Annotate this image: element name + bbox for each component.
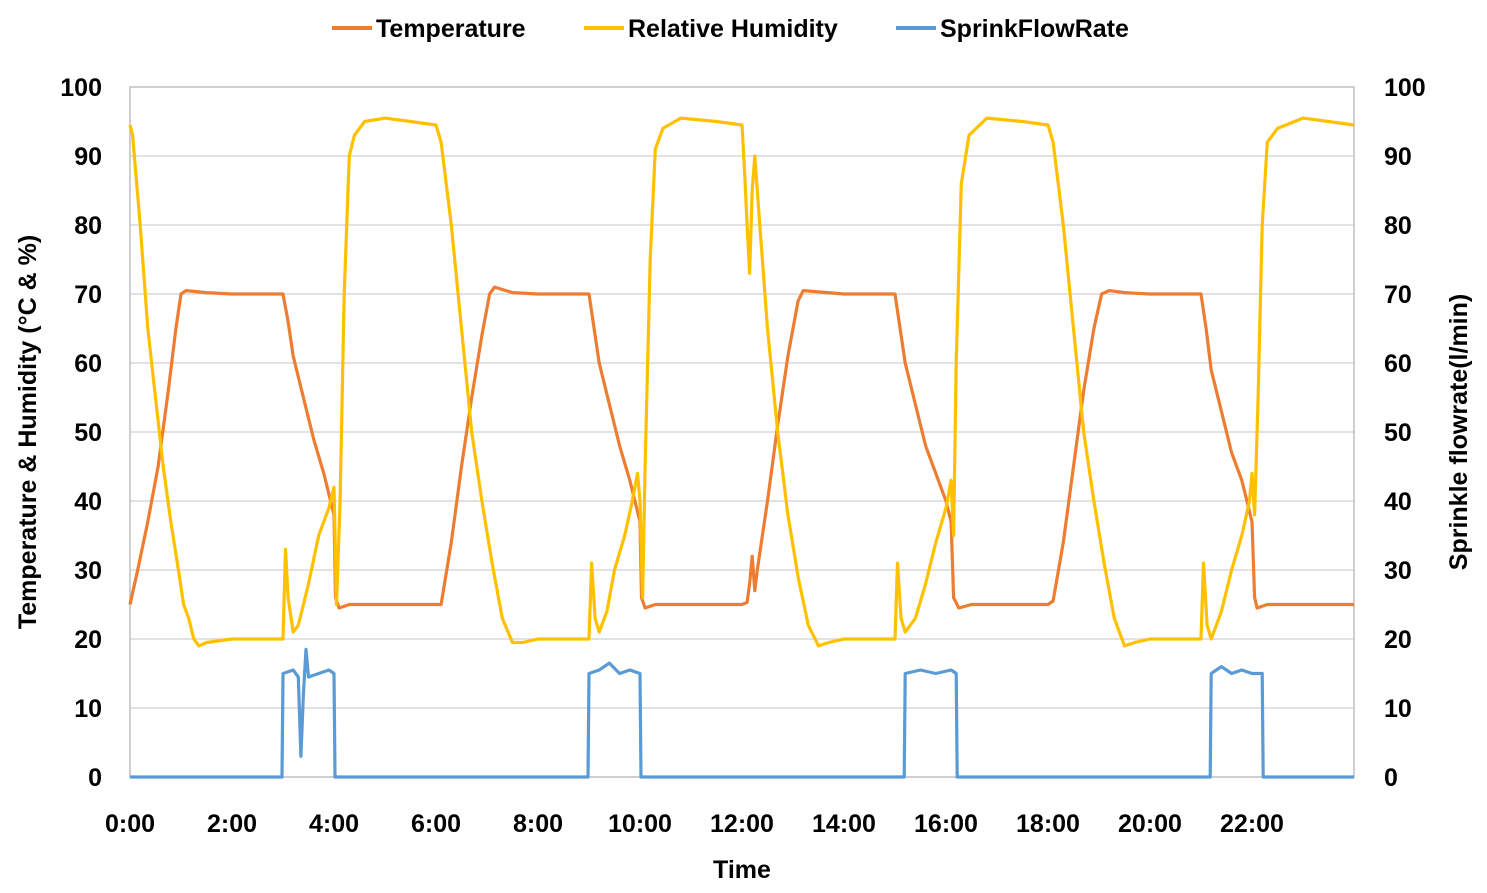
y-left-tick-label: 90 [74, 143, 102, 171]
x-tick-label: 8:00 [513, 810, 563, 838]
x-tick-label: 10:00 [608, 810, 672, 838]
y-left-tick-label: 10 [74, 695, 102, 723]
gridlines [130, 155, 1354, 709]
tick-labels: 0 10 20 30 40 50 60 70 80 90 100 0 10 20 30 40 50 60 70 80 9… [60, 74, 1425, 838]
y-right-tick-label: 100 [1384, 74, 1426, 102]
x-tick-label: 6:00 [411, 810, 461, 838]
y-right-tick-label: 30 [1384, 557, 1412, 585]
series-line-temperature [128, 285, 1354, 610]
x-tick-label: 4:00 [309, 810, 359, 838]
legend-label-relative-humidity: Relative Humidity [628, 15, 838, 43]
y-left-tick-label: 30 [74, 557, 102, 585]
y-left-tick-label: 100 [60, 74, 102, 102]
y-right-tick-label: 90 [1384, 143, 1412, 171]
legend-label-temperature: Temperature [376, 15, 526, 43]
legend-item-temperature: Temperature [332, 15, 526, 43]
x-axis-title: Time [713, 856, 771, 884]
x-tick-label: 20:00 [1118, 810, 1182, 838]
x-tick-label: 22:00 [1220, 810, 1284, 838]
y-left-tick-label: 0 [88, 764, 102, 792]
y-left-tick-label: 40 [74, 488, 102, 516]
x-tick-label: 18:00 [1016, 810, 1080, 838]
y-right-tick-label: 60 [1384, 350, 1412, 378]
y-left-tick-label: 80 [74, 212, 102, 240]
x-tick-label: 0:00 [105, 810, 155, 838]
y-right-tick-label: 20 [1384, 626, 1412, 654]
y-axis-left-title: Temperature & Humidity (°C & %) [14, 235, 42, 629]
y-right-tick-label: 10 [1384, 695, 1412, 723]
x-tick-label: 2:00 [207, 810, 257, 838]
y-right-tick-label: 40 [1384, 488, 1412, 516]
legend-label-sprinkflowrate: SprinkFlowRate [940, 15, 1129, 43]
legend-item-relative-humidity: Relative Humidity [584, 15, 838, 43]
series-line-sprinkflowrate [130, 647, 1354, 779]
x-tick-label: 16:00 [914, 810, 978, 838]
legend-item-sprinkflowrate: SprinkFlowRate [896, 15, 1129, 43]
y-right-tick-label: 70 [1384, 281, 1412, 309]
y-left-tick-label: 20 [74, 626, 102, 654]
x-tick-label: 12:00 [710, 810, 774, 838]
y-right-tick-label: 0 [1384, 764, 1398, 792]
y-right-tick-label: 80 [1384, 212, 1412, 240]
legend: Temperature Relative Humidity SprinkFlow… [332, 15, 1129, 43]
y-left-tick-label: 70 [74, 281, 102, 309]
y-right-tick-label: 50 [1384, 419, 1412, 447]
series-layer [128, 116, 1355, 779]
y-left-tick-label: 50 [74, 419, 102, 447]
series-line-relative-humidity [128, 116, 1355, 648]
y-axis-right-title: Sprinkle flowrate(l/min) [1445, 294, 1473, 570]
x-tick-label: 14:00 [812, 810, 876, 838]
y-left-tick-label: 60 [74, 350, 102, 378]
